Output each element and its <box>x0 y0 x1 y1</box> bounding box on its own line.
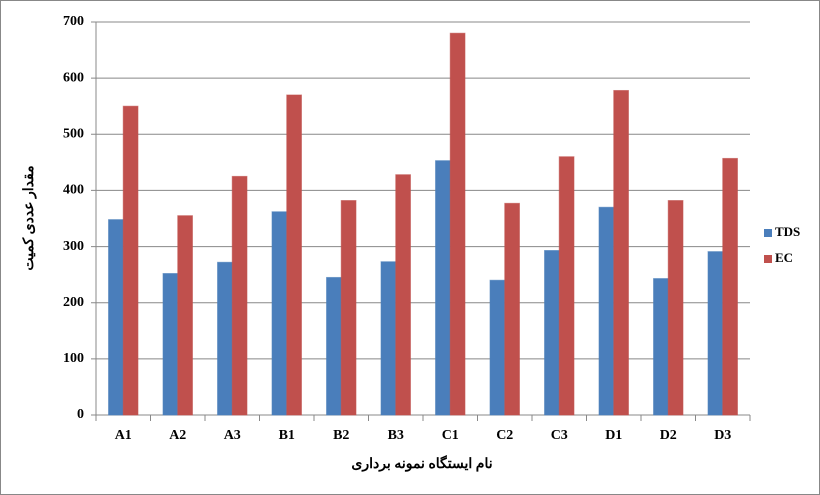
bar <box>653 278 669 416</box>
x-tick-label: A1 <box>115 428 132 443</box>
x-tick-label: C3 <box>551 428 568 443</box>
legend-label: EC <box>775 250 793 265</box>
bar <box>707 251 724 416</box>
bar <box>122 105 139 416</box>
x-tick-label: D1 <box>605 428 622 443</box>
y-tick-label: 600 <box>63 70 84 85</box>
bar <box>177 215 193 416</box>
bar <box>286 94 302 416</box>
x-tick-label: D2 <box>660 428 677 443</box>
bar <box>598 206 615 416</box>
bar <box>380 261 397 416</box>
bar <box>326 276 342 416</box>
x-tick-label: B2 <box>333 428 349 443</box>
bar <box>558 156 575 416</box>
bar <box>271 211 288 416</box>
bar <box>613 89 629 416</box>
x-tick-label: A2 <box>169 428 186 443</box>
legend-label: TDS <box>775 224 800 239</box>
bar <box>435 160 451 416</box>
x-tick-label: C1 <box>442 428 459 443</box>
bar <box>162 273 179 416</box>
y-tick-label: 100 <box>63 351 84 366</box>
legend-swatch <box>764 255 772 263</box>
bar <box>231 175 248 416</box>
y-axis-label: مقدار عددی کمیت <box>21 165 37 270</box>
bar <box>217 261 233 416</box>
bar <box>395 174 411 416</box>
y-tick-label: 400 <box>63 183 84 198</box>
x-tick-label: C2 <box>496 428 513 443</box>
bar <box>449 32 466 416</box>
bar <box>489 279 506 416</box>
y-tick-label: 700 <box>63 14 84 29</box>
bar <box>504 202 520 416</box>
x-tick-label: B1 <box>279 428 295 443</box>
x-tick-label: A3 <box>224 428 241 443</box>
x-axis-label: نام ایستگاه نمونه برداری <box>351 455 492 472</box>
y-tick-label: 300 <box>63 239 84 254</box>
bar <box>108 219 124 416</box>
x-tick-label: D3 <box>714 428 731 443</box>
bar <box>544 250 560 416</box>
bar <box>722 157 738 416</box>
y-tick-label: 200 <box>63 295 84 310</box>
y-tick-label: 500 <box>63 127 84 142</box>
bar <box>340 200 357 416</box>
y-tick-label: 0 <box>77 407 84 422</box>
x-tick-label: B3 <box>388 428 404 443</box>
bar <box>667 200 684 416</box>
legend-swatch <box>764 229 772 237</box>
